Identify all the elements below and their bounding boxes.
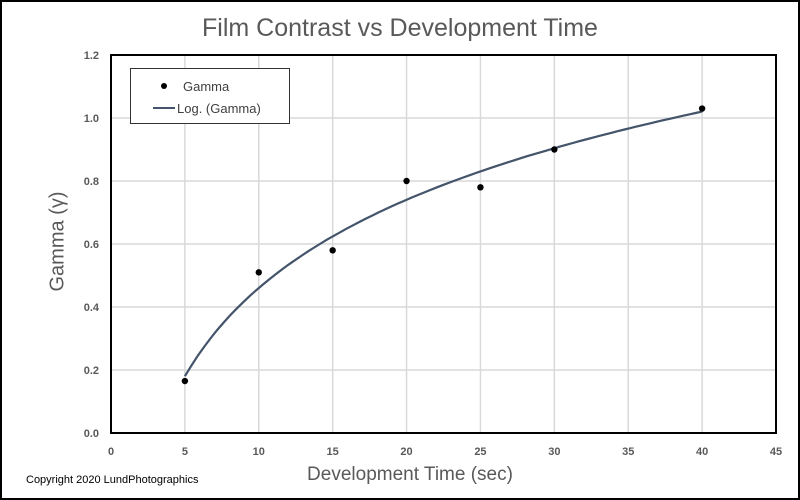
trendline-icon <box>153 107 175 109</box>
scatter-marker-icon <box>161 83 167 89</box>
x-tick-label: 40 <box>696 446 708 458</box>
x-tick-label: 30 <box>548 446 560 458</box>
x-tick-label: 0 <box>108 446 114 458</box>
data-point <box>181 377 189 385</box>
data-point <box>551 146 558 153</box>
y-tick-label: 0.8 <box>84 176 99 188</box>
x-tick-label: 15 <box>327 446 339 458</box>
copyright-text: Copyright 2020 LundPhotographics <box>26 474 199 486</box>
trendline <box>183 110 703 377</box>
chart-title: Film Contrast vs Development Time <box>202 14 598 42</box>
y-tick-label: 0.6 <box>84 239 99 251</box>
y-tick-label: 0.0 <box>84 428 99 440</box>
x-tick-label: 5 <box>182 446 188 458</box>
y-tick-label: 1.2 <box>84 50 99 62</box>
x-tick-label: 25 <box>474 446 486 458</box>
x-axis-label: Development Time (sec) <box>307 464 513 485</box>
legend: Gamma Log. (Gamma) <box>130 68 290 124</box>
legend-item-log-gamma: Log. (Gamma) <box>131 99 261 117</box>
y-tick-label: 1.0 <box>84 113 99 125</box>
x-tick-label: 35 <box>622 446 634 458</box>
data-point <box>255 269 262 276</box>
legend-label-gamma: Gamma <box>183 78 230 94</box>
legend-item-gamma: Gamma <box>131 77 229 95</box>
data-point <box>477 184 484 191</box>
y-tick-label: 0.2 <box>84 365 99 377</box>
x-tick-label: 20 <box>400 446 412 458</box>
x-tick-label: 45 <box>770 446 782 458</box>
plot-border <box>110 54 777 434</box>
data-point <box>403 177 410 185</box>
data-point <box>698 105 706 112</box>
data-point <box>329 247 336 254</box>
y-tick-label: 0.4 <box>84 302 100 314</box>
legend-label-log-gamma: Log. (Gamma) <box>177 100 261 116</box>
x-tick-label: 10 <box>253 446 265 458</box>
